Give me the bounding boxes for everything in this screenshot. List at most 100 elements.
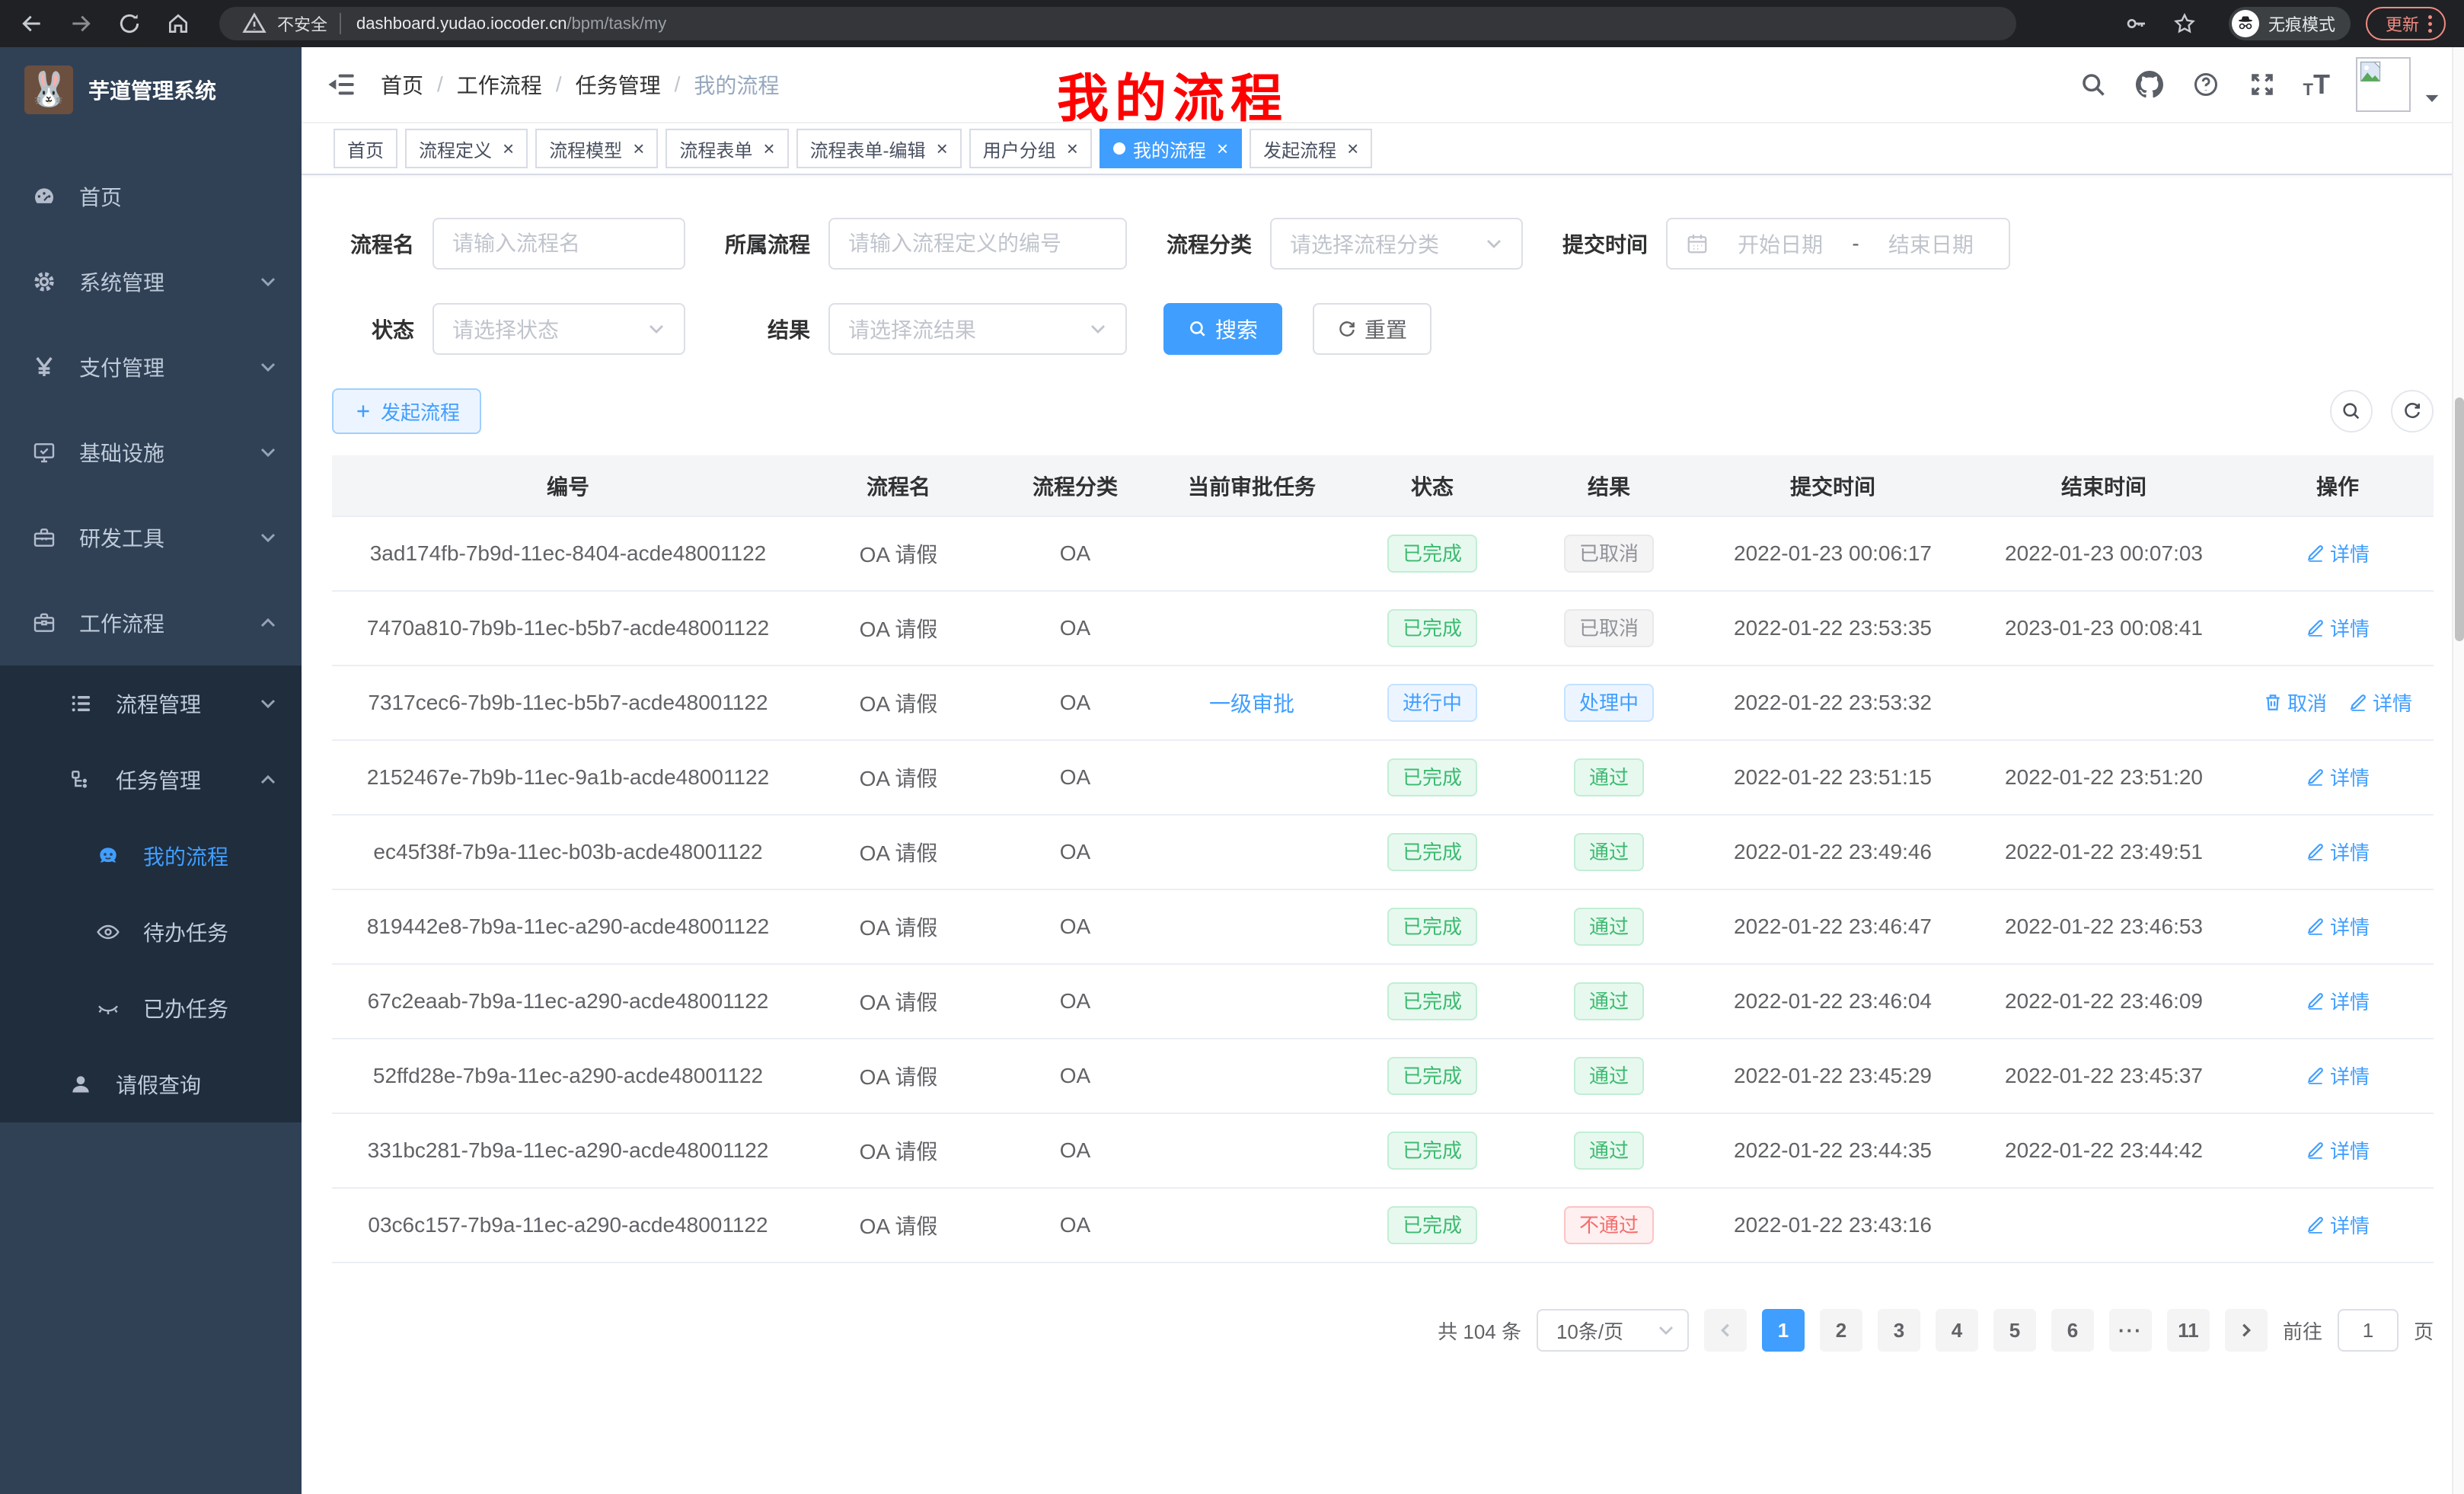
tab-流程模型[interactable]: 流程模型 × [535,129,659,168]
avatar[interactable] [2356,57,2411,112]
reset-button[interactable]: 重置 [1313,303,1432,355]
close-icon[interactable]: × [1347,137,1359,160]
process-category-select[interactable]: 请选择流程分类 [1270,218,1523,270]
close-icon[interactable]: × [503,137,515,160]
sidebar-item-home[interactable]: 首页 [0,154,302,239]
sidebar-item-devtools[interactable]: 研发工具 [0,495,302,580]
sidebar-item-system[interactable]: 系统管理 [0,239,302,324]
browser-home-icon[interactable] [164,10,192,37]
sidebar-item-leave-query[interactable]: 请假查询 [0,1046,302,1122]
tab-流程定义[interactable]: 流程定义 × [405,129,528,168]
sidebar-item-payment[interactable]: 支付管理 [0,324,302,410]
browser-back-icon[interactable] [18,10,46,37]
breadcrumb-item[interactable]: 首页 [381,74,424,97]
next-page-button[interactable] [2224,1309,2268,1352]
close-icon[interactable]: × [1216,137,1229,160]
page-button-6[interactable]: 6 [2051,1309,2094,1352]
submit-time-range-picker[interactable]: 开始日期 - 结束日期 [1666,218,2010,270]
sidebar-item-my-process[interactable]: 我的流程 [0,818,302,894]
column-header: 结束时间 [1966,455,2242,516]
refresh-icon [1339,321,1355,337]
detail-button[interactable]: 详情 [2306,1136,2370,1164]
result-badge: 已取消 [1563,535,1654,573]
github-icon[interactable] [2134,69,2165,100]
result-select[interactable]: 请选择流结果 [828,303,1127,355]
scrollbar-thumb[interactable] [2455,397,2464,641]
page-button-4[interactable]: 4 [1935,1309,1978,1352]
more-pages-icon[interactable]: ··· [2108,1309,2152,1352]
goto-page-input[interactable] [2337,1309,2399,1352]
table-row: 819442e8-7b9a-11ec-a290-acde48001122 OA 请… [332,889,2434,965]
browser-reload-icon[interactable] [116,10,143,37]
page-button-11[interactable]: 11 [2166,1309,2210,1352]
page-size-select[interactable]: 10条/页 [1536,1309,1689,1352]
detail-button[interactable]: 详情 [2306,539,2370,567]
browser-update-button[interactable]: 更新 [2365,7,2446,40]
show-search-button[interactable] [2330,390,2373,433]
avatar-caret-icon[interactable] [2424,91,2440,106]
cell-id: ec45f38f-7b9a-11ec-b03b-acde48001122 [332,815,804,890]
detail-button[interactable]: 详情 [2306,1211,2370,1239]
sidebar-item-task-mgmt[interactable]: 任务管理 [0,742,302,818]
sidebar-item-done-task[interactable]: 已办任务 [0,970,302,1046]
detail-button[interactable]: 详情 [2348,688,2412,717]
password-key-icon[interactable] [2122,10,2150,37]
detail-button[interactable]: 详情 [2306,614,2370,642]
gear-icon [30,268,58,295]
search-button[interactable]: 搜索 [1163,303,1283,355]
breadcrumb-separator: / [674,72,681,96]
page-button-5[interactable]: 5 [1993,1309,2036,1352]
status-select[interactable]: 请选择状态 [432,303,685,355]
search-icon [2343,403,2360,420]
refresh-table-button[interactable] [2391,390,2434,433]
tab-我的流程[interactable]: 我的流程 × [1099,129,1243,168]
browser-forward-icon[interactable] [67,10,94,37]
tab-流程表单-编辑[interactable]: 流程表单-编辑 × [796,129,962,168]
detail-button[interactable]: 详情 [2306,838,2370,866]
tab-首页[interactable]: 首页 [334,129,397,168]
cell-actions: 详情 [2242,1039,2434,1114]
breadcrumb-item[interactable]: 任务管理 [575,74,661,97]
page-button-1[interactable]: 1 [1761,1309,1805,1352]
cell-status: 已完成 [1346,1188,1518,1263]
detail-button[interactable]: 详情 [2306,912,2370,940]
close-icon[interactable]: × [936,137,948,160]
close-icon[interactable]: × [763,137,775,160]
page-scrollbar[interactable] [2452,47,2464,1494]
hamburger-icon[interactable] [326,69,356,100]
chevron-down-icon [259,528,277,547]
fullscreen-icon[interactable] [2247,69,2277,100]
cancel-button[interactable]: 取消 [2263,688,2327,717]
search-icon[interactable] [2078,69,2108,100]
tab-用户分组[interactable]: 用户分组 × [969,129,1092,168]
detail-button[interactable]: 详情 [2306,987,2370,1015]
detail-button[interactable]: 详情 [2306,1061,2370,1090]
sidebar-item-workflow[interactable]: 工作流程 [0,580,302,666]
bookmark-star-icon[interactable] [2171,10,2198,37]
page-button-3[interactable]: 3 [1877,1309,1920,1352]
sidebar-item-process-mgmt[interactable]: 流程管理 [0,666,302,742]
process-name-input[interactable] [432,218,685,270]
cell-current-task [1157,1188,1346,1263]
help-icon[interactable] [2191,69,2221,100]
create-process-button[interactable]: 发起流程 [332,388,482,434]
cell-actions: 取消 详情 [2242,666,2434,741]
cell-process-name: OA 请假 [804,591,993,666]
tab-发起流程[interactable]: 发起流程 × [1250,129,1373,168]
sidebar-item-todo-task[interactable]: 待办任务 [0,894,302,970]
close-icon[interactable]: × [633,137,645,160]
active-tab-dot [1112,142,1125,155]
breadcrumb-item[interactable]: 工作流程 [456,74,542,97]
prev-page-button[interactable] [1703,1309,1747,1352]
page-button-2[interactable]: 2 [1819,1309,1862,1352]
close-icon[interactable]: × [1066,137,1078,160]
sidebar-item-infra[interactable]: 基础设施 [0,410,302,495]
address-bar[interactable]: 不安全 dashboard.yudao.iocoder.cn/bpm/task/… [219,7,2016,40]
current-task-link[interactable]: 一级审批 [1208,692,1294,716]
tab-流程表单[interactable]: 流程表单 × [665,129,789,168]
process-definition-input[interactable] [828,218,1127,270]
detail-button[interactable]: 详情 [2306,763,2370,791]
cell-end-time: 2022-01-22 23:46:53 [1966,889,2242,965]
